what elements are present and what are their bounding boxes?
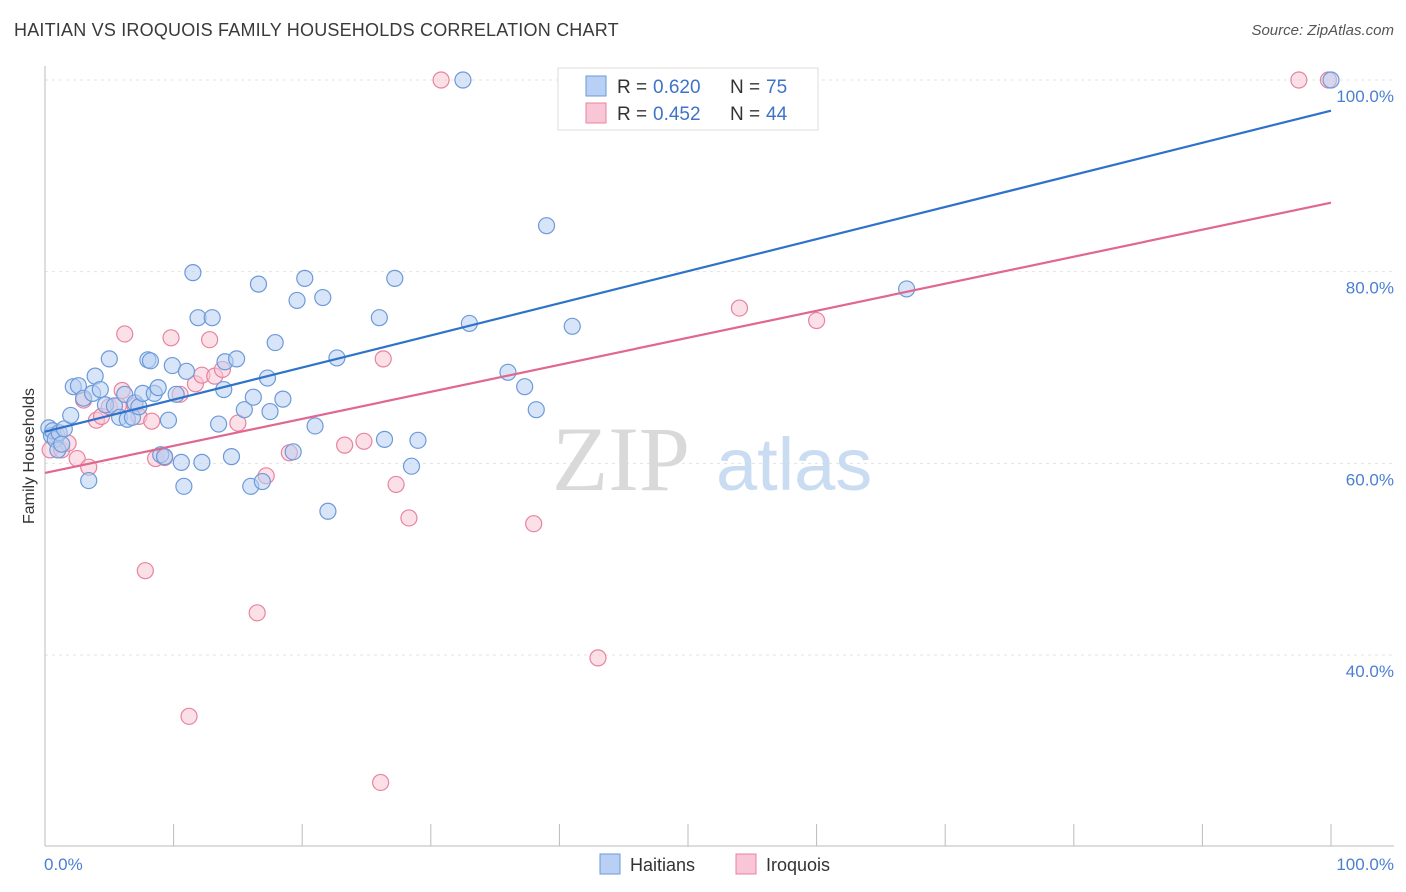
haitians-point bbox=[288, 291, 306, 310]
haitians-point bbox=[210, 415, 228, 433]
iroquois-point bbox=[136, 562, 154, 580]
watermark-atlas: atlas bbox=[716, 423, 872, 506]
tick-labels: 40.0% 60.0% 80.0% 100.0% 0.0% 100.0% bbox=[44, 87, 1394, 874]
y-tick-label: 40.0% bbox=[1346, 662, 1394, 681]
iroquois-point bbox=[400, 509, 418, 527]
iroquois-point bbox=[1290, 71, 1308, 89]
stats-legend-r-value-haitians: 0.620 bbox=[653, 77, 701, 98]
iroquois-point bbox=[116, 325, 134, 343]
haitians-point bbox=[159, 411, 178, 429]
iroquois-point bbox=[336, 436, 354, 454]
haitians-point bbox=[454, 71, 472, 89]
haitians-point bbox=[80, 471, 98, 490]
watermark: ZIP atlas bbox=[552, 408, 872, 510]
haitians-point bbox=[266, 333, 284, 352]
haitians-point bbox=[149, 379, 167, 397]
haitians-point bbox=[222, 448, 241, 466]
source-label: Source: ZipAtlas.com bbox=[1251, 22, 1394, 39]
haitians-point bbox=[193, 453, 211, 471]
iroquois-point bbox=[432, 71, 450, 89]
legend-label-iroquois: Iroquois bbox=[766, 855, 830, 875]
iroquois-point bbox=[248, 604, 266, 622]
grid-lines bbox=[45, 79, 1394, 656]
haitians-point bbox=[306, 417, 324, 435]
stats-legend: R = 0.620 N = 75 R = 0.452 N = 44 bbox=[557, 67, 819, 131]
iroquois-point bbox=[162, 329, 180, 347]
haitians-point bbox=[91, 380, 109, 399]
iroquois-point bbox=[807, 311, 826, 330]
haitians-point bbox=[319, 502, 337, 520]
iroquois-point bbox=[355, 432, 373, 450]
iroquois-point bbox=[730, 299, 749, 317]
haitians-point bbox=[62, 406, 80, 425]
iroquois-point bbox=[180, 707, 198, 725]
chart-title: HAITIAN VS IROQUOIS FAMILY HOUSEHOLDS CO… bbox=[14, 20, 619, 40]
haitians-point bbox=[314, 288, 332, 307]
stats-legend-swatch-haitians bbox=[585, 75, 607, 97]
haitians-point bbox=[175, 477, 193, 495]
haitians-point bbox=[386, 269, 404, 287]
y-tick-label: 60.0% bbox=[1346, 470, 1394, 489]
stats-legend-n-value-haitians: 75 bbox=[766, 77, 787, 98]
x-tick-label: 100.0% bbox=[1336, 855, 1394, 874]
haitians-point bbox=[375, 430, 394, 448]
bottom-legend: Haitians Iroquois bbox=[599, 853, 830, 875]
haitians-point bbox=[370, 309, 388, 327]
iroquois-point bbox=[143, 412, 161, 430]
haitians-point bbox=[184, 264, 202, 282]
haitians-point bbox=[228, 350, 246, 368]
haitians-point bbox=[141, 352, 160, 370]
stats-legend-r-label-haitians: R = bbox=[617, 77, 647, 98]
stats-legend-swatch-iroquois bbox=[585, 102, 607, 124]
stats-legend-r-value-iroquois: 0.452 bbox=[653, 104, 701, 125]
haitians-point bbox=[261, 402, 279, 421]
haitians-point bbox=[409, 431, 427, 449]
y-axis-label: Family Households bbox=[21, 388, 38, 524]
stats-legend-n-label-iroquois: N = bbox=[730, 104, 760, 125]
haitians-point bbox=[100, 350, 118, 368]
haitians-point bbox=[898, 280, 916, 298]
iroquois-point bbox=[525, 515, 543, 533]
trend-lines bbox=[44, 109, 1332, 474]
legend-swatch-haitians bbox=[599, 853, 621, 875]
haitians-point bbox=[177, 362, 196, 380]
stats-legend-n-value-iroquois: 44 bbox=[766, 104, 788, 125]
haitians-point bbox=[402, 457, 421, 475]
y-tick-label: 100.0% bbox=[1336, 87, 1394, 106]
haitians-point bbox=[235, 401, 253, 419]
haitians-point bbox=[53, 435, 71, 453]
iroquois-point bbox=[201, 331, 219, 349]
iroquois-trend-line bbox=[44, 201, 1332, 474]
iroquois-point bbox=[374, 350, 392, 368]
iroquois-point bbox=[387, 475, 405, 494]
haitians-trend-line bbox=[44, 109, 1332, 433]
haitians-point bbox=[296, 269, 314, 287]
watermark-zip: ZIP bbox=[552, 408, 690, 510]
haitians-point bbox=[249, 275, 268, 293]
legend-swatch-iroquois bbox=[735, 853, 757, 875]
iroquois-point bbox=[589, 649, 607, 667]
haitians-point bbox=[253, 472, 271, 491]
y-tick-label: 80.0% bbox=[1346, 279, 1394, 298]
haitians-points bbox=[40, 71, 1340, 520]
stats-legend-r-label-iroquois: R = bbox=[617, 104, 647, 125]
haitians-point bbox=[244, 388, 262, 406]
haitians-point bbox=[516, 378, 534, 396]
legend-label-haitians: Haitians bbox=[630, 855, 695, 875]
haitians-point bbox=[1322, 71, 1340, 89]
haitians-point bbox=[203, 309, 221, 327]
haitians-point bbox=[155, 448, 174, 466]
haitians-point bbox=[563, 317, 581, 335]
haitians-point bbox=[527, 401, 545, 419]
haitians-point bbox=[172, 453, 190, 471]
stats-legend-n-label-haitians: N = bbox=[730, 77, 760, 98]
x-tick-label: 0.0% bbox=[44, 855, 83, 874]
iroquois-point bbox=[372, 773, 390, 792]
haitians-point bbox=[284, 443, 302, 461]
haitians-point bbox=[274, 390, 292, 408]
haitians-point bbox=[537, 217, 556, 235]
